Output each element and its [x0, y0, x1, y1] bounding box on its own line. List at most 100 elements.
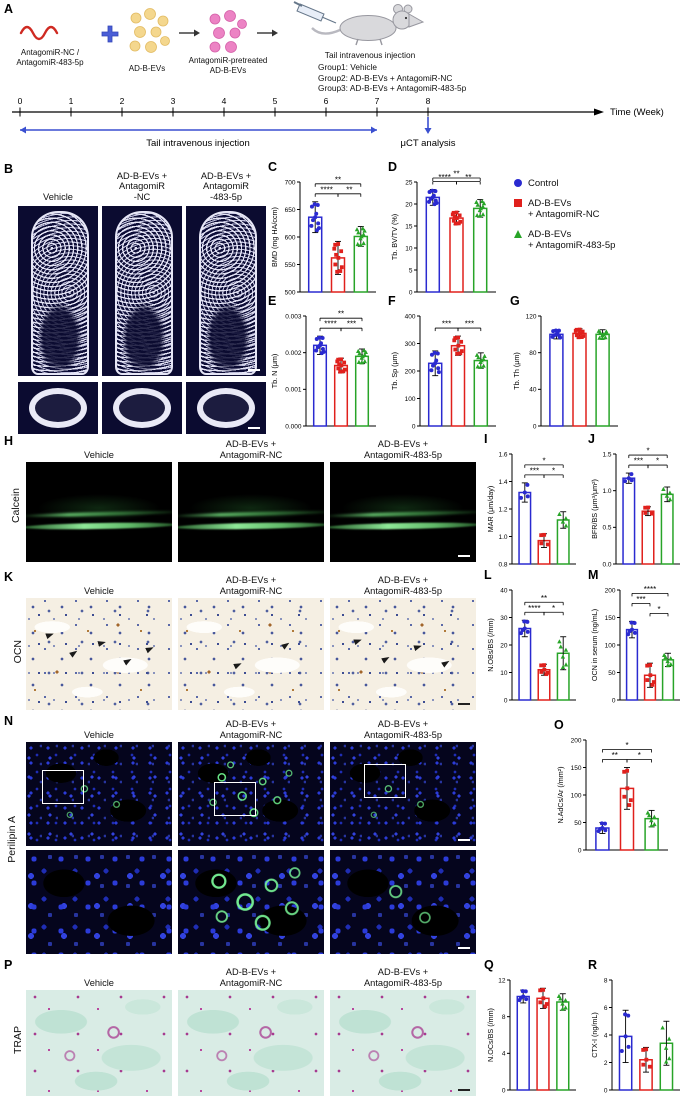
svg-text:***: *** — [442, 320, 451, 329]
svg-text:20: 20 — [500, 642, 508, 649]
svg-text:650: 650 — [285, 207, 296, 214]
chart-bfr-plot: 0.0 0.5 1.0 1.5 BFR/BS (μm³/μm²) *** * * — [590, 442, 686, 575]
svg-text:***: *** — [465, 320, 474, 329]
svg-text:1.0: 1.0 — [498, 534, 507, 541]
legend-label-nc: AD-B-EVs + AntagomiR-NC — [528, 198, 600, 220]
svg-text:****: **** — [528, 604, 540, 613]
fluorescence-haze — [26, 488, 172, 528]
timeline: 0 1 2 3 4 5 6 7 8 Time (Week) Tail intra… — [12, 96, 664, 149]
uct-crosssection-vehicle — [18, 382, 98, 434]
svg-text:30: 30 — [500, 615, 508, 622]
h-header-nc: AD-B-EVs + AntagomiR-NC — [219, 439, 283, 460]
svg-text:100: 100 — [605, 642, 616, 649]
svg-text:15: 15 — [405, 223, 413, 230]
chart-bmd: C 500 550 600 650 700 BMD (mg HA/ccm) **** ** ** — [268, 160, 386, 303]
panel-label-l: L — [484, 568, 492, 582]
perilipin-zoom-483 — [330, 850, 476, 954]
chart-bvtv-plot: 0 5 10 15 20 25 Tb. BV/TV (%) **** ** ** — [390, 170, 502, 303]
chart-tbsp-plot: 0 100 200 300 400 Tb. Sp (μm) *** *** — [390, 304, 502, 437]
svg-text:500: 500 — [285, 289, 296, 296]
arrowhead-icon — [123, 656, 133, 665]
arrow-right-icon — [179, 29, 200, 37]
ocn-image-vehicle — [26, 598, 172, 710]
svg-text:**: ** — [541, 594, 547, 603]
svg-text:*: * — [552, 604, 555, 613]
svg-text:**: ** — [453, 170, 459, 179]
arrowhead-icon — [145, 645, 155, 654]
scale-bar — [458, 946, 470, 949]
svg-text:0: 0 — [409, 289, 413, 296]
svg-text:*: * — [646, 447, 649, 456]
svg-text:**: ** — [465, 173, 471, 182]
chart-nadcs-plot: 0 50 100 150 200 N.AdCs/Ar (/mm²) ** * * — [556, 728, 674, 861]
svg-text:0: 0 — [502, 1087, 506, 1094]
ocn-image-nc — [178, 598, 324, 710]
svg-text:****: **** — [320, 185, 332, 194]
svg-text:0: 0 — [604, 1087, 608, 1094]
arrowhead-icon — [441, 658, 451, 667]
group-list: Group1: Vehicle Group2: AD-B-EVs + Antag… — [318, 62, 578, 94]
chart-tbn-plot: 0.000 0.001 0.002 0.003 Tb. N (μm) **** *** ** — [270, 304, 382, 437]
svg-text:0.5: 0.5 — [602, 525, 611, 532]
panel-label-o: O — [554, 718, 564, 732]
svg-text:*: * — [625, 741, 628, 750]
scale-bar — [248, 368, 260, 371]
svg-text:***: *** — [636, 595, 645, 604]
injection-illustration — [293, 1, 425, 46]
scale-bar — [458, 554, 470, 557]
svg-text:50: 50 — [574, 820, 582, 827]
panel-label-d: D — [388, 160, 398, 174]
chart-mar: I 0.8 1.0 1.2 1.4 1.6 MAR (μm/day) *** * * — [484, 432, 586, 572]
panel-label-n: N — [4, 714, 14, 728]
fluorescence-haze — [330, 488, 476, 528]
chart-bmd-plot: 500 550 600 650 700 BMD (mg HA/ccm) **** ** ** — [270, 170, 382, 303]
svg-text:**: ** — [338, 310, 344, 319]
panel-label-a: A — [4, 2, 14, 16]
arrow-right-icon — [257, 29, 278, 37]
legend-item-nc: AD-B-EVs + AntagomiR-NC — [514, 198, 690, 220]
arrowhead-icon — [281, 640, 291, 650]
svg-text:0: 0 — [578, 847, 582, 854]
svg-text:0: 0 — [504, 697, 508, 704]
svg-text:OCN in serum (ng/mL): OCN in serum (ng/mL) — [590, 609, 599, 681]
bone-scan — [198, 211, 258, 375]
svg-text:300: 300 — [405, 341, 416, 348]
bone-scan — [30, 211, 90, 375]
svg-text:*: * — [657, 605, 660, 614]
trap-image-483 — [330, 990, 476, 1096]
panel-label-e: E — [268, 294, 277, 308]
svg-text:400: 400 — [405, 313, 416, 320]
chart-tbsp: F 0 100 200 300 400 Tb. Sp (μm) *** *** — [388, 294, 506, 437]
panel-label-i: I — [484, 432, 488, 446]
chart-bfr: J 0.0 0.5 1.0 1.5 BFR/BS (μm³/μm²) *** * * — [588, 432, 690, 575]
svg-text:****: **** — [644, 585, 656, 594]
calcein-image-nc — [178, 462, 324, 562]
svg-text:12: 12 — [498, 977, 506, 984]
svg-text:0.000: 0.000 — [285, 423, 302, 430]
svg-text:40: 40 — [529, 387, 537, 394]
svg-text:20: 20 — [405, 201, 413, 208]
svg-text:0: 0 — [412, 423, 416, 430]
svg-text:1.2: 1.2 — [498, 506, 507, 513]
k-header-nc: AD-B-EVs + AntagomiR-NC — [219, 575, 283, 596]
panel-label-c: C — [268, 160, 278, 174]
b-header-vehicle: Vehicle — [43, 191, 73, 202]
arrowhead-icon — [45, 631, 55, 639]
svg-text:5: 5 — [409, 267, 413, 274]
uct-image-vehicle — [18, 206, 98, 376]
group-3: Group3: AD-B-EVs + AntagomiR-483-5p — [318, 83, 467, 94]
svg-text:*: * — [656, 457, 659, 466]
antagomir-label: AntagomiR-NC / AntagomiR-483-5p — [16, 48, 84, 67]
svg-text:0.001: 0.001 — [285, 387, 302, 394]
row-label-trap: TRAP — [12, 1026, 24, 1055]
svg-text:100: 100 — [405, 396, 416, 403]
chart-ctx-plot: 0 2 4 6 8 CTX-I (ng/mL) — [590, 968, 686, 1101]
plus-icon — [101, 25, 119, 43]
n-header-vehicle: Vehicle — [84, 729, 114, 740]
chart-nocs-plot: 0 4 8 12 N.OCs/BS (/mm) — [486, 968, 582, 1101]
panel-label-r: R — [588, 958, 598, 972]
chart-ctx: R 0 2 4 6 8 CTX-I (ng/mL) — [588, 958, 690, 1101]
row-label-calcein: Calcein — [10, 488, 22, 524]
